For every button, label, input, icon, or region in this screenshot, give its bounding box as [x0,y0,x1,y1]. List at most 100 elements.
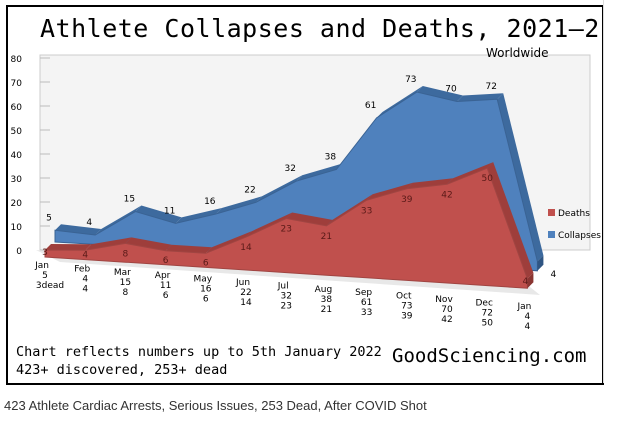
area-top-edge-collapses [135,205,182,224]
chart-title: Athlete Collapses and Deaths, 2021—2 [40,14,600,43]
data-label-deaths: 6 [203,258,209,268]
data-label-deaths: 21 [321,232,332,242]
data-label-collapses: 70 [445,85,457,95]
x-tick-label: Jan [516,302,531,312]
data-label-deaths: 4 [523,277,529,287]
x-value-label: 4 [525,312,531,322]
x-value-label: 6 [163,291,169,301]
data-label-collapses: 11 [164,206,175,216]
x-tick-label: Mar [114,268,131,278]
x-value-label: 5 [42,271,48,281]
data-label-collapses: 22 [244,185,255,195]
data-label-deaths: 33 [361,206,372,216]
data-label-collapses: 15 [124,195,135,205]
legend-swatch-collapses [548,231,555,238]
x-value-label: 16 [200,285,212,295]
data-label-deaths: 6 [163,256,169,266]
legend-label-deaths: Deaths [558,209,590,219]
y-tick-label: 40 [11,151,23,161]
y-tick-label: 70 [11,79,23,89]
y-tick-label: 30 [11,175,23,185]
x-tick-label: Apr [155,271,171,281]
note-line-2: 423+ discovered, 253+ dead [16,362,228,378]
x-value-label: 14 [240,298,252,308]
x-value-label: 3dead [36,281,64,291]
area-side-collapses [537,255,544,271]
data-label-collapses: 4 [551,270,557,280]
area-top-edge-deaths [45,243,92,251]
area-top-edge-deaths [125,237,172,251]
area-top-edge-collapses [416,86,463,102]
y-tick-label: 10 [11,223,23,233]
data-label-collapses: 61 [365,101,376,111]
y-tick-label: 0 [16,247,22,257]
x-value-label: 72 [481,308,492,318]
x-tick-label: Jul [277,281,289,291]
x-value-label: 61 [361,298,372,308]
x-value-label: 4 [82,274,88,284]
data-label-collapses: 4 [86,218,92,228]
area-top-edge-collapses [215,196,262,214]
x-tick-label: Jun [235,278,250,288]
data-label-collapses: 73 [405,75,416,85]
site-watermark: GoodSciencing.com [392,345,587,367]
area-top-edge-deaths [286,212,333,226]
x-value-label: 4 [525,322,531,332]
x-tick-label: Oct [396,292,412,302]
x-value-label: 42 [441,315,452,325]
scroll-edge [603,0,634,383]
data-label-deaths: 3 [42,248,48,258]
x-tick-label: Sep [355,288,372,298]
data-label-collapses: 32 [284,164,295,174]
area-top-edge-deaths [406,178,453,189]
area-top-edge-deaths [85,237,132,251]
y-tick-label: 20 [11,199,23,209]
data-label-deaths: 8 [123,249,129,259]
x-value-label: 38 [321,295,333,305]
legend-label-collapses: Collapses [558,231,601,241]
data-label-collapses: 72 [485,82,496,92]
x-value-label: 39 [401,312,413,322]
x-tick-label: Nov [435,295,453,305]
area-top-edge-collapses [497,93,544,262]
x-value-label: 22 [240,288,251,298]
data-label-collapses: 5 [46,213,52,223]
area-top-edge-deaths [487,162,534,279]
image-caption: 423 Athlete Cardiac Arrests, Serious Iss… [4,398,427,413]
area-top-edge-collapses [256,175,303,203]
area-top-edge-collapses [296,163,343,182]
chart-subtitle: Worldwide [486,46,549,60]
area-top-edge-deaths [366,182,413,201]
data-label-deaths: 4 [82,251,88,261]
x-value-label: 8 [123,288,129,298]
x-tick-label: Dec [475,298,492,308]
x-value-label: 50 [481,318,493,328]
x-tick-label: Jan [34,261,49,271]
area-top-edge-deaths [447,162,494,185]
x-value-label: 32 [280,291,291,301]
area-top-edge-collapses [175,208,222,224]
area-top-edge-collapses [55,224,102,235]
x-value-label: 70 [441,305,453,315]
x-value-label: 33 [361,308,372,318]
data-label-deaths: 50 [481,174,493,184]
area-top-edge-collapses [95,205,142,235]
data-label-deaths: 14 [240,243,252,253]
legend-swatch-deaths [548,209,555,216]
x-tick-label: May [193,275,212,285]
x-tick-label: Feb [74,264,90,274]
area-top-edge-deaths [205,231,252,254]
x-value-label: 21 [321,305,332,315]
data-label-deaths: 42 [441,190,452,200]
note-line-1: Chart reflects numbers up to 5th January… [16,344,382,360]
y-tick-label: 60 [11,103,23,113]
area-top-edge-deaths [246,212,293,238]
data-label-collapses: 38 [325,153,337,163]
y-tick-label: 50 [11,127,23,137]
data-label-collapses: 16 [204,197,216,207]
x-tick-label: Aug [315,285,333,295]
data-label-deaths: 23 [280,225,291,235]
x-value-label: 11 [160,281,171,291]
y-tick-label: 80 [11,55,23,65]
